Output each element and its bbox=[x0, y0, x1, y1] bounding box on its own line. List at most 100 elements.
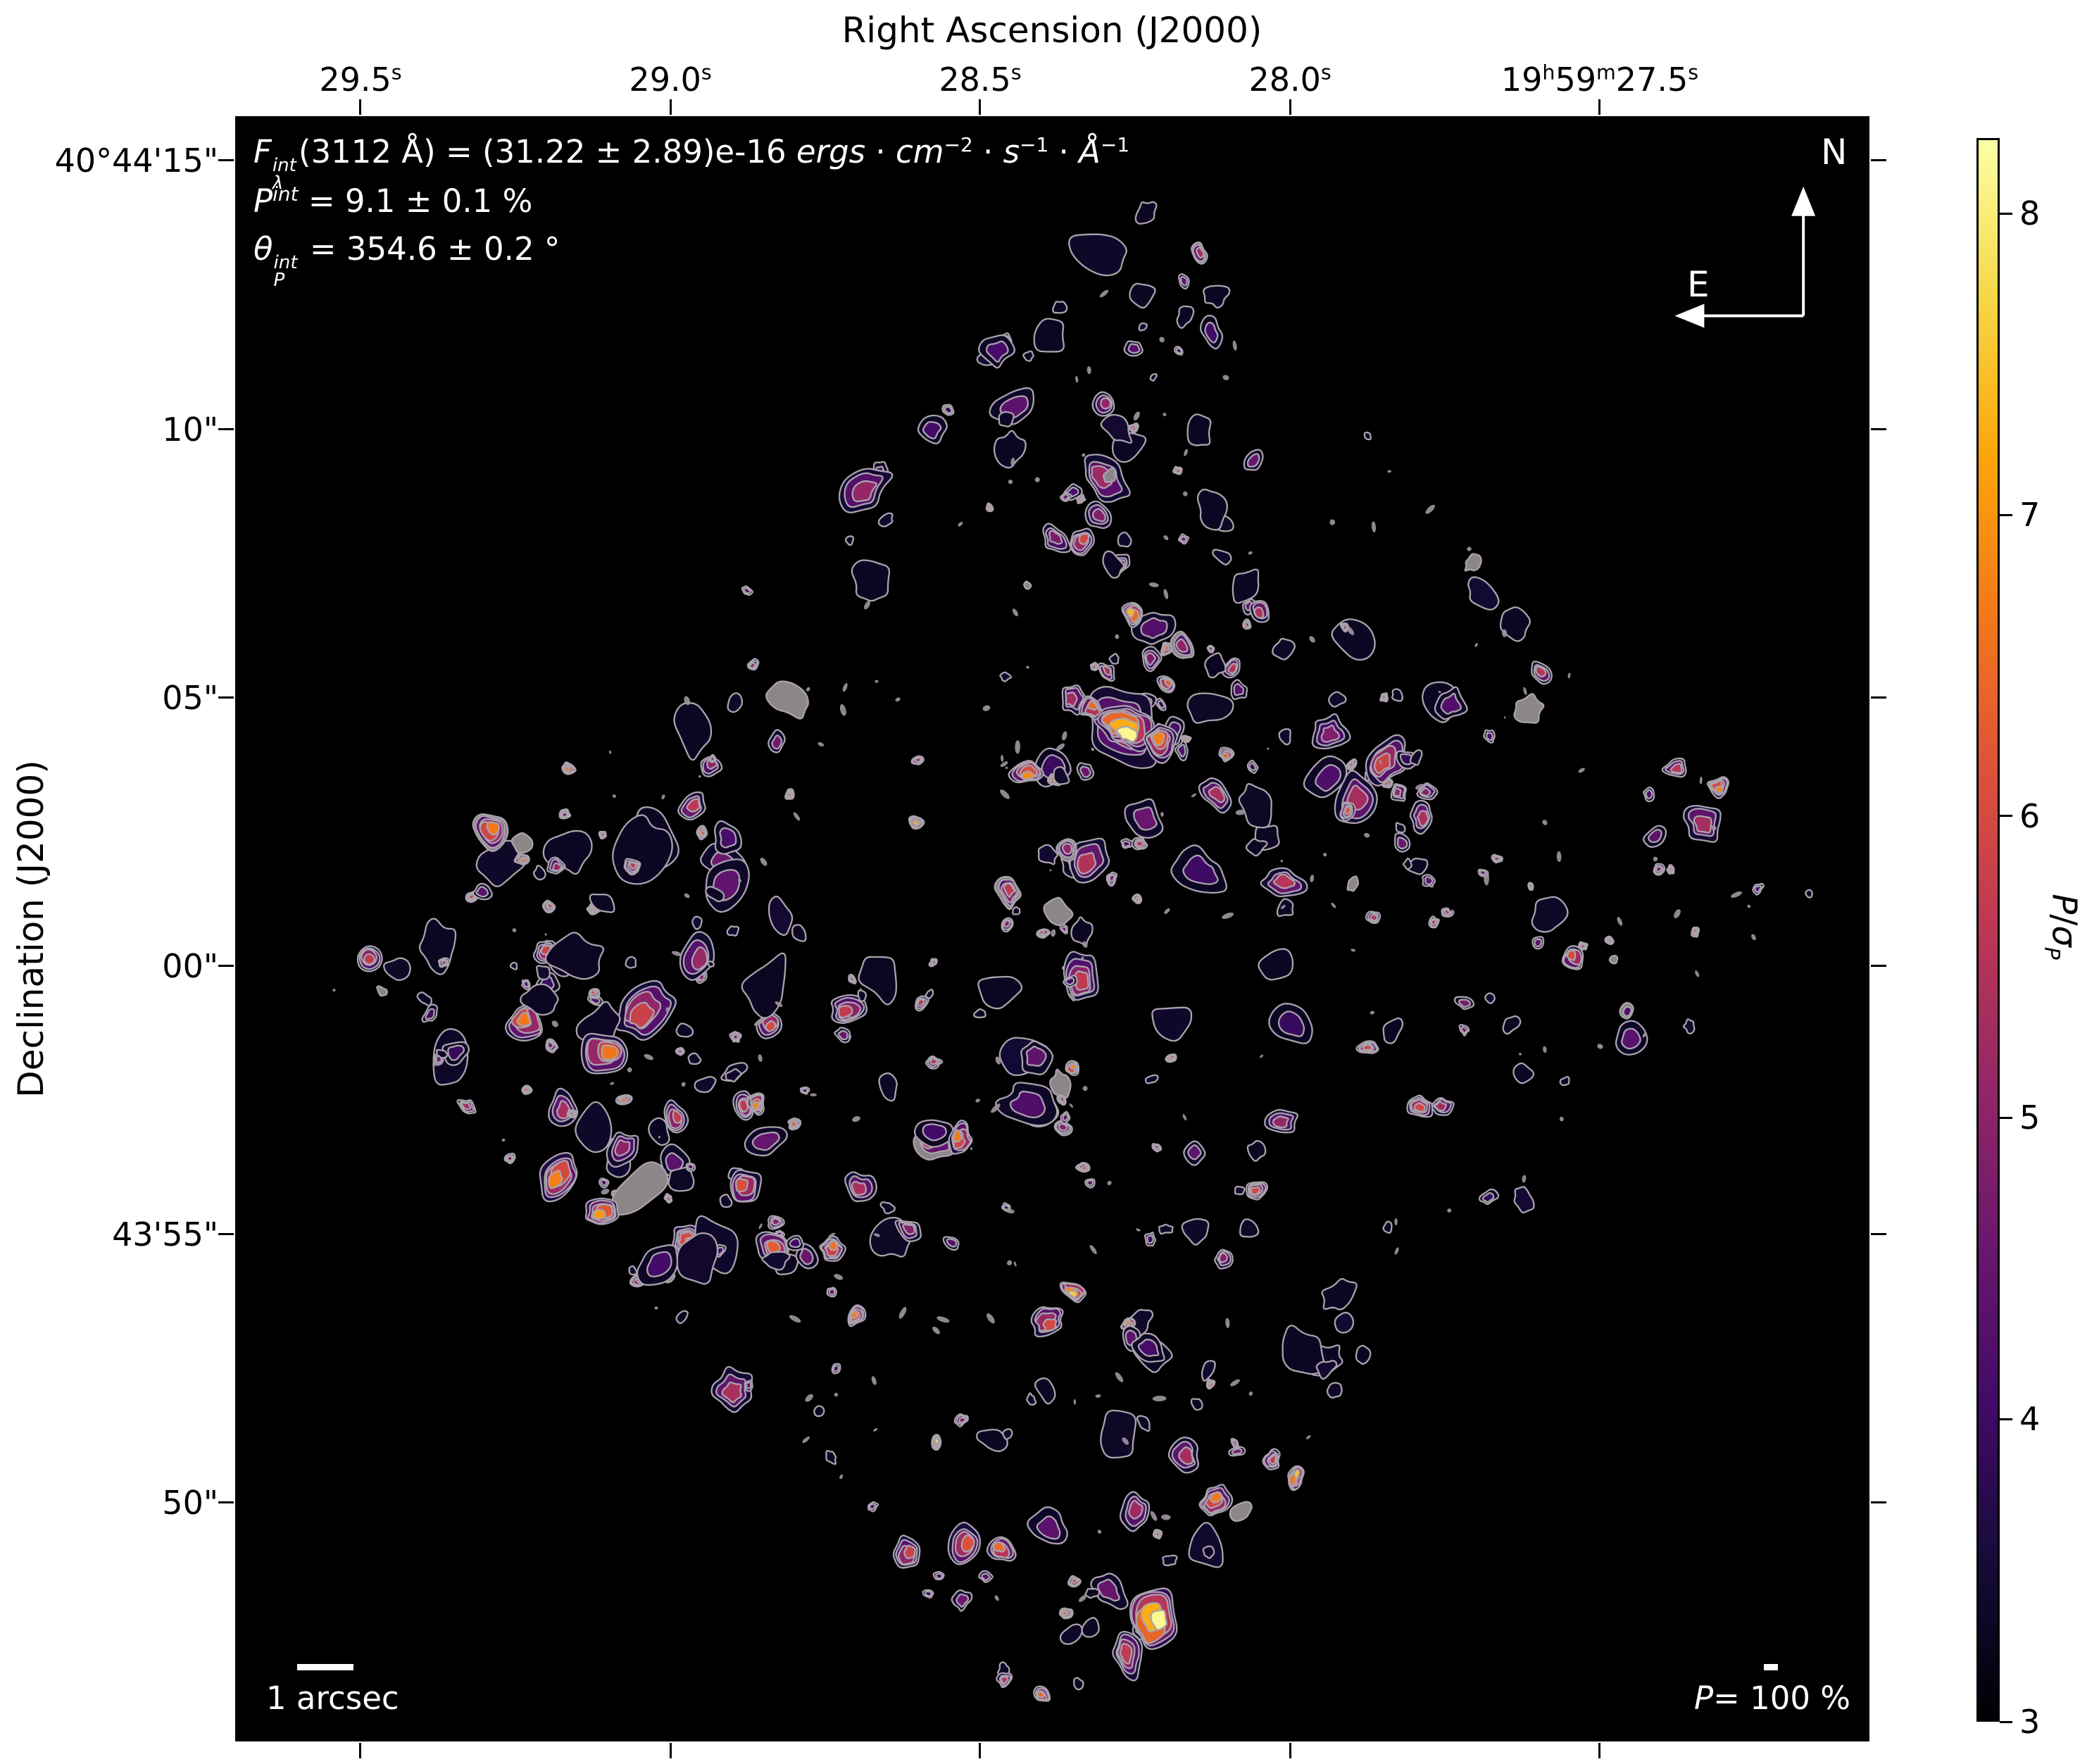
contour-level bbox=[1144, 1074, 1159, 1084]
contour-blob bbox=[1502, 1015, 1522, 1035]
contour-level bbox=[1227, 663, 1237, 675]
contour-level bbox=[1020, 770, 1035, 780]
contour-blob bbox=[1198, 777, 1232, 814]
noise-speck bbox=[1310, 875, 1315, 882]
contour-level bbox=[1184, 735, 1190, 739]
contour-level bbox=[1068, 233, 1127, 277]
noise-speck bbox=[1115, 1372, 1124, 1382]
contour-level bbox=[1431, 918, 1437, 925]
colorbar-tick-label: 5 bbox=[2019, 1099, 2041, 1137]
contour-level bbox=[1062, 1113, 1070, 1122]
noise-speck bbox=[1695, 970, 1700, 977]
contour-level bbox=[1186, 413, 1212, 446]
contour-blob bbox=[741, 585, 753, 596]
contour-blob bbox=[858, 956, 898, 1006]
contour-blob bbox=[1191, 241, 1208, 265]
contour-level bbox=[1204, 652, 1227, 679]
contour-blob bbox=[1190, 1398, 1203, 1411]
contour-blob bbox=[1070, 527, 1095, 556]
contour-level bbox=[1559, 1075, 1570, 1087]
noise-speck bbox=[1191, 793, 1197, 798]
contour-level bbox=[726, 925, 740, 937]
contour-blob bbox=[1059, 1623, 1083, 1645]
contour-blob bbox=[1204, 652, 1227, 679]
contour-blob bbox=[857, 989, 867, 1002]
contour-blob bbox=[746, 1092, 765, 1116]
contour-level bbox=[832, 1365, 839, 1372]
contour-blob bbox=[1287, 1465, 1305, 1491]
contour-blob bbox=[510, 832, 534, 854]
contour-blob bbox=[1230, 1437, 1239, 1449]
contour-level bbox=[1150, 1609, 1167, 1631]
contour-blob bbox=[878, 1072, 898, 1102]
contour-level bbox=[625, 956, 637, 969]
contour-level bbox=[1233, 1439, 1239, 1446]
contour-blob bbox=[1180, 734, 1192, 744]
contour-level bbox=[544, 932, 605, 980]
contour-level bbox=[468, 894, 475, 900]
contour-blob bbox=[1619, 1001, 1634, 1020]
contour-blob bbox=[663, 1193, 673, 1204]
colorbar-tick bbox=[2000, 815, 2012, 818]
contour-level bbox=[1621, 1027, 1641, 1050]
contour-level bbox=[418, 918, 457, 975]
contour-blob bbox=[1422, 873, 1436, 888]
contour-level bbox=[1391, 688, 1403, 702]
contour-level bbox=[732, 1034, 739, 1041]
contour-level bbox=[532, 864, 546, 881]
contour-blob bbox=[1382, 1220, 1393, 1234]
noise-speck bbox=[1015, 740, 1020, 754]
contour-level bbox=[1201, 1360, 1216, 1382]
contour-blob bbox=[1205, 1378, 1216, 1390]
contour-level bbox=[946, 1238, 958, 1248]
contour-level bbox=[710, 756, 715, 763]
x-tick-label: 29.5s bbox=[319, 61, 402, 99]
noise-speck bbox=[1182, 1114, 1187, 1121]
contour-blob bbox=[588, 988, 601, 999]
contour-blob bbox=[1100, 1409, 1137, 1459]
noise-speck bbox=[1152, 1396, 1167, 1402]
contour-blob bbox=[986, 1536, 1017, 1562]
contour-level bbox=[1204, 321, 1219, 344]
noise-speck bbox=[1000, 789, 1010, 799]
contour-level bbox=[620, 1097, 628, 1103]
contour-blob bbox=[1052, 301, 1068, 314]
contour-level bbox=[748, 662, 756, 669]
noise-speck bbox=[1000, 761, 1008, 768]
contour-level bbox=[1272, 873, 1296, 889]
contour-level bbox=[1151, 1006, 1193, 1042]
contour-blob bbox=[941, 404, 955, 416]
contour-level bbox=[952, 1129, 963, 1143]
contour-blob bbox=[1691, 926, 1700, 938]
noise-speck bbox=[875, 680, 879, 683]
contour-blob bbox=[1012, 906, 1021, 915]
contour-level bbox=[475, 839, 525, 887]
contour-level bbox=[1208, 1380, 1213, 1386]
contour-blob bbox=[687, 1052, 702, 1065]
x-tick bbox=[669, 99, 672, 115]
contour-blob bbox=[1331, 618, 1376, 661]
contour-level bbox=[1190, 1398, 1203, 1411]
contour-blob bbox=[996, 1672, 1013, 1689]
contour-level bbox=[1169, 1054, 1175, 1060]
contour-blob bbox=[1512, 1062, 1535, 1084]
contour-level bbox=[687, 1052, 702, 1065]
contour-blob bbox=[1531, 936, 1545, 950]
contour-level bbox=[1272, 1115, 1289, 1129]
contour-blob bbox=[1355, 1040, 1379, 1054]
contour-blob bbox=[1559, 1075, 1570, 1087]
contour-blob bbox=[1262, 1448, 1281, 1470]
noise-speck bbox=[842, 683, 848, 692]
contour-blob bbox=[942, 1236, 960, 1251]
contour-level bbox=[837, 1030, 848, 1041]
contour-level bbox=[1100, 397, 1112, 410]
contour-blob bbox=[1365, 734, 1407, 787]
contour-level bbox=[665, 1195, 672, 1202]
contour-blob bbox=[1074, 1161, 1091, 1173]
contour-level bbox=[1326, 1382, 1343, 1399]
contour-level bbox=[1238, 783, 1272, 829]
noise-speck bbox=[1370, 1011, 1375, 1015]
contour-blob bbox=[1129, 282, 1156, 309]
